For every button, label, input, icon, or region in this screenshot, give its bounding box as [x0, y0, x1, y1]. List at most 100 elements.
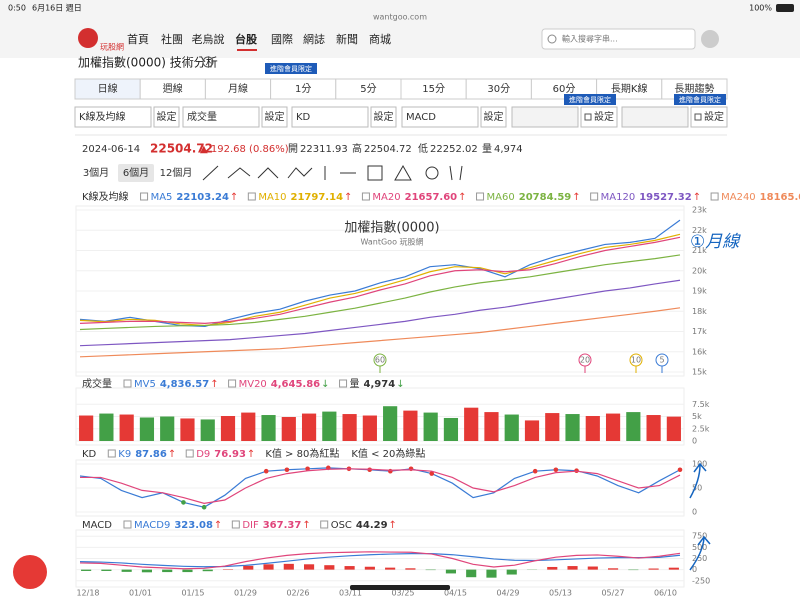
volume-bar	[646, 415, 661, 441]
settings-button[interactable]	[690, 106, 728, 128]
select-label[interactable]: K線及均線	[79, 110, 126, 123]
volume-bar	[139, 417, 155, 441]
handwritten-arrow	[689, 462, 707, 499]
nav-item[interactable]: 新聞	[336, 32, 358, 46]
tool-line[interactable]	[202, 165, 219, 181]
tab-label[interactable]: 15分	[422, 83, 445, 95]
tab-label[interactable]: 日線	[98, 82, 118, 95]
settings-button[interactable]	[261, 106, 288, 128]
osc-bar	[344, 566, 355, 570]
legend-arrow: ↑	[247, 449, 255, 460]
tool-trash[interactable]	[449, 165, 463, 181]
volume-bar	[220, 416, 236, 441]
quote-change: ▲ 192.68 (0.86%)	[200, 144, 289, 155]
tab-label[interactable]: 30分	[487, 83, 510, 95]
osc-bar	[506, 569, 517, 575]
logo-icon[interactable]	[78, 28, 98, 48]
tab-label[interactable]: 月線	[228, 82, 248, 95]
y-tick-label: 750	[692, 532, 707, 541]
home-indicator	[350, 585, 450, 590]
legend-swatch	[339, 379, 348, 388]
ma-marker-label: 20	[580, 356, 590, 365]
nav-item[interactable]: 網誌	[303, 32, 325, 46]
nav-item[interactable]: 老烏說	[192, 32, 225, 46]
help-icon[interactable]	[202, 56, 214, 68]
volume-bar	[261, 415, 276, 441]
select-label[interactable]: 成交量	[187, 110, 217, 123]
tool-rect[interactable]	[367, 165, 383, 181]
legend-swatch	[247, 192, 256, 201]
period-button[interactable]	[78, 164, 114, 182]
select-label[interactable]: MACD	[406, 112, 436, 123]
legend-swatch	[123, 379, 132, 388]
badge-text: 進階會員限定	[679, 95, 721, 104]
nav-item[interactable]: 台股	[235, 32, 257, 46]
volume-bar	[119, 414, 134, 441]
quote-volume: 4,974	[494, 144, 523, 155]
osc-bar	[668, 567, 679, 570]
tab-label[interactable]: 1分	[295, 83, 311, 95]
nav-item[interactable]: 商城	[369, 32, 391, 46]
nav-item[interactable]: 社團	[161, 32, 183, 46]
settings-label[interactable]: 設定	[157, 110, 177, 123]
settings-button[interactable]	[580, 106, 618, 128]
tab-label[interactable]: 長期趨勢	[674, 82, 714, 95]
search-box[interactable]	[541, 28, 696, 50]
period-label[interactable]: 12個月	[160, 166, 193, 179]
legend-value: 87.86	[135, 449, 167, 460]
select-label[interactable]: KD	[296, 112, 311, 123]
x-tick-label: 01/15	[181, 589, 204, 598]
tab-label[interactable]: 5分	[360, 83, 376, 95]
settings-button[interactable]	[370, 106, 397, 128]
locked-select	[621, 106, 689, 128]
kd-dot	[181, 500, 186, 505]
x-tick-label: 05/27	[601, 589, 624, 598]
period-label[interactable]: 3個月	[83, 166, 109, 179]
settings-label[interactable]: 設定	[265, 110, 285, 123]
legend-swatch	[107, 449, 116, 458]
tool-circle[interactable]	[425, 166, 439, 180]
legend-arrow: ↓	[396, 379, 404, 390]
legend-name: MA60	[487, 192, 515, 203]
legend-swatch	[476, 192, 485, 201]
legend-value: 4,645.86	[271, 379, 320, 390]
chat-button[interactable]	[13, 555, 47, 589]
badge-text: 進階會員限定	[270, 64, 312, 73]
legend-swatch	[590, 192, 599, 201]
tab-label[interactable]: 60分	[553, 83, 576, 95]
tab-label[interactable]: 長期K線	[611, 82, 648, 95]
select[interactable]	[401, 106, 479, 128]
settings-label[interactable]: 設定	[374, 110, 394, 123]
tool-path[interactable]	[227, 167, 251, 179]
select[interactable]	[74, 106, 152, 128]
y-tick-label: 500	[692, 543, 707, 552]
settings-label[interactable]: 設定	[704, 110, 724, 123]
nav-item[interactable]: 首頁	[127, 32, 149, 46]
settings-label[interactable]: 設定	[594, 110, 614, 123]
period-button[interactable]	[158, 164, 194, 182]
tool-tri[interactable]	[394, 164, 412, 181]
select[interactable]	[291, 106, 369, 128]
settings-button[interactable]	[480, 106, 507, 128]
tab-label[interactable]: 週線	[163, 82, 183, 95]
tool-angle[interactable]	[257, 167, 279, 179]
nav-item[interactable]: 國際	[271, 33, 293, 46]
logo-text[interactable]: 玩股網	[100, 42, 124, 52]
x-tick-label: 04/15	[444, 589, 467, 598]
search-placeholder: 輸入搜尋字串...	[562, 34, 618, 44]
period-button[interactable]	[118, 164, 154, 182]
kd-dot	[677, 467, 683, 473]
quote-low: 22252.02	[430, 144, 478, 155]
avatar[interactable]	[701, 30, 719, 48]
status-time: 0:50	[8, 4, 26, 13]
select[interactable]	[182, 106, 260, 128]
period-label[interactable]: 6個月	[123, 166, 149, 179]
legend-value: 20784.59	[519, 192, 572, 203]
volume-bar	[99, 413, 114, 441]
status-date: 6月16日 週日	[32, 4, 82, 13]
settings-button[interactable]	[153, 106, 180, 128]
series-line	[79, 551, 681, 570]
tool-wave[interactable]	[287, 167, 313, 179]
volume-bar	[362, 415, 377, 441]
settings-label[interactable]: 設定	[484, 110, 504, 123]
